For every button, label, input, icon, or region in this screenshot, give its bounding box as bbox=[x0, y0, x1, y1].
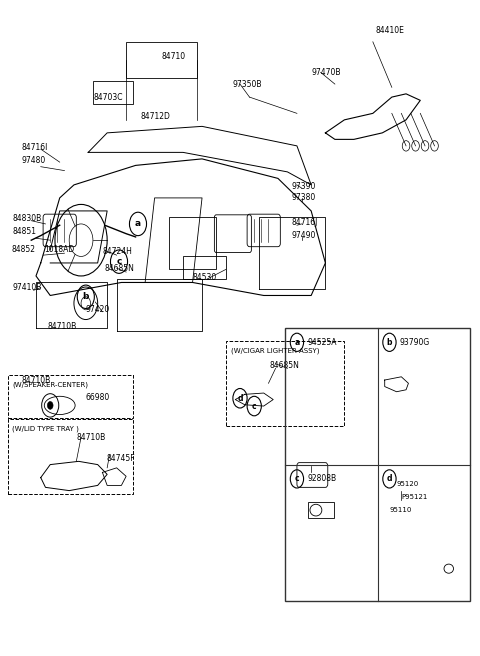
Text: 84851: 84851 bbox=[12, 227, 36, 236]
Text: a: a bbox=[135, 219, 141, 228]
Text: c: c bbox=[116, 257, 122, 266]
Text: 84710B: 84710B bbox=[22, 375, 51, 384]
Bar bbox=[93, 81, 133, 104]
Text: c: c bbox=[295, 474, 299, 483]
Text: 84710B: 84710B bbox=[48, 322, 77, 331]
Text: 84716I: 84716I bbox=[22, 142, 48, 152]
Text: 95120: 95120 bbox=[396, 481, 419, 487]
Text: 97420: 97420 bbox=[86, 305, 110, 314]
Text: 93790G: 93790G bbox=[400, 338, 430, 347]
Bar bbox=[226, 341, 344, 426]
Bar bbox=[126, 42, 197, 77]
Text: 97380: 97380 bbox=[291, 194, 315, 203]
Text: 66980: 66980 bbox=[86, 393, 110, 402]
Text: 92808B: 92808B bbox=[307, 474, 336, 483]
Text: P95121: P95121 bbox=[401, 494, 428, 500]
Text: a: a bbox=[294, 338, 300, 347]
Circle shape bbox=[48, 401, 53, 409]
Text: 84710B: 84710B bbox=[76, 433, 106, 441]
Text: 84530: 84530 bbox=[192, 273, 217, 282]
Text: 95110: 95110 bbox=[389, 507, 412, 513]
Text: (W/CIGAR LIGHTER ASSY): (W/CIGAR LIGHTER ASSY) bbox=[230, 348, 319, 354]
Text: 84716J: 84716J bbox=[291, 218, 318, 227]
Text: 97490: 97490 bbox=[291, 231, 316, 240]
Bar bbox=[183, 256, 226, 279]
Text: 84852: 84852 bbox=[12, 245, 36, 255]
Text: 97350B: 97350B bbox=[233, 79, 263, 89]
Text: 97410B: 97410B bbox=[12, 283, 42, 292]
Text: d: d bbox=[237, 394, 243, 403]
Text: 84685N: 84685N bbox=[105, 264, 135, 273]
Text: 84410E: 84410E bbox=[375, 26, 404, 35]
Text: 84703C: 84703C bbox=[94, 92, 123, 102]
Bar bbox=[169, 217, 216, 270]
Bar bbox=[285, 328, 470, 601]
Text: 84745F: 84745F bbox=[106, 453, 135, 462]
Text: b: b bbox=[83, 293, 89, 301]
Text: 97480: 97480 bbox=[22, 155, 46, 165]
Bar bbox=[308, 502, 334, 518]
Bar bbox=[8, 375, 133, 418]
Text: 84830B: 84830B bbox=[12, 215, 41, 223]
Text: 94525A: 94525A bbox=[307, 338, 337, 347]
Text: b: b bbox=[387, 338, 392, 347]
Text: 97470B: 97470B bbox=[311, 68, 341, 77]
Bar bbox=[8, 419, 133, 494]
Text: 84712D: 84712D bbox=[140, 112, 170, 121]
Text: c: c bbox=[252, 401, 256, 411]
Text: d: d bbox=[387, 474, 392, 483]
Text: (W/LID TYPE TRAY ): (W/LID TYPE TRAY ) bbox=[12, 426, 79, 432]
Text: 97390: 97390 bbox=[291, 182, 316, 191]
Text: 1018AD: 1018AD bbox=[45, 245, 75, 255]
Text: 84685N: 84685N bbox=[269, 361, 300, 370]
Text: 84724H: 84724H bbox=[102, 247, 132, 256]
Text: 84710: 84710 bbox=[162, 52, 186, 60]
Text: (W/SPEAKER-CENTER): (W/SPEAKER-CENTER) bbox=[12, 382, 88, 388]
